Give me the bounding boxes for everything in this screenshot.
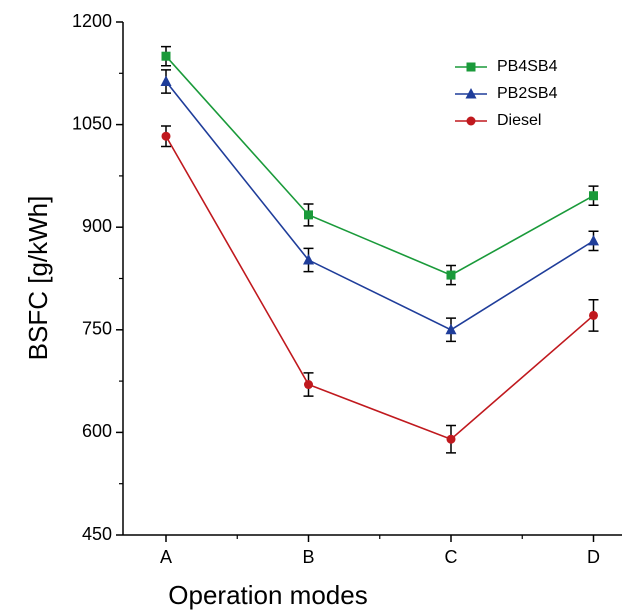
- legend-label: Diesel: [497, 112, 541, 129]
- data-point: [304, 210, 313, 220]
- data-point: [304, 380, 313, 390]
- x-tick-label: D: [587, 547, 600, 567]
- y-tick-label: 1200: [72, 11, 112, 31]
- y-tick-label: 600: [82, 421, 112, 441]
- legend-marker: [466, 116, 476, 126]
- data-point: [588, 234, 599, 246]
- series-line: [165, 55, 594, 276]
- data-point: [303, 254, 314, 265]
- data-point: [161, 51, 171, 61]
- y-tick-label: 900: [82, 216, 112, 236]
- legend-label: PB2SB4: [497, 85, 558, 102]
- series-line: [165, 81, 594, 331]
- series-line: [165, 135, 595, 441]
- data-point: [446, 434, 456, 444]
- data-point: [445, 323, 457, 335]
- legend-label: PB4SB4: [497, 58, 558, 75]
- legend-marker: [465, 88, 477, 99]
- data-point: [160, 75, 172, 87]
- data-point: [589, 310, 598, 320]
- x-axis-label: Operation modes: [168, 580, 367, 610]
- data-point: [161, 131, 171, 141]
- legend-marker: [466, 62, 476, 72]
- x-tick-label: B: [302, 547, 314, 567]
- y-axis-label: BSFC [g/kWh]: [23, 196, 53, 361]
- data-point: [446, 270, 456, 280]
- y-tick-label: 1050: [72, 113, 112, 133]
- y-tick-label: 750: [82, 319, 112, 339]
- x-tick-label: A: [160, 547, 172, 567]
- x-tick-label: C: [445, 547, 458, 567]
- data-point: [589, 191, 598, 201]
- y-tick-label: 450: [82, 524, 112, 544]
